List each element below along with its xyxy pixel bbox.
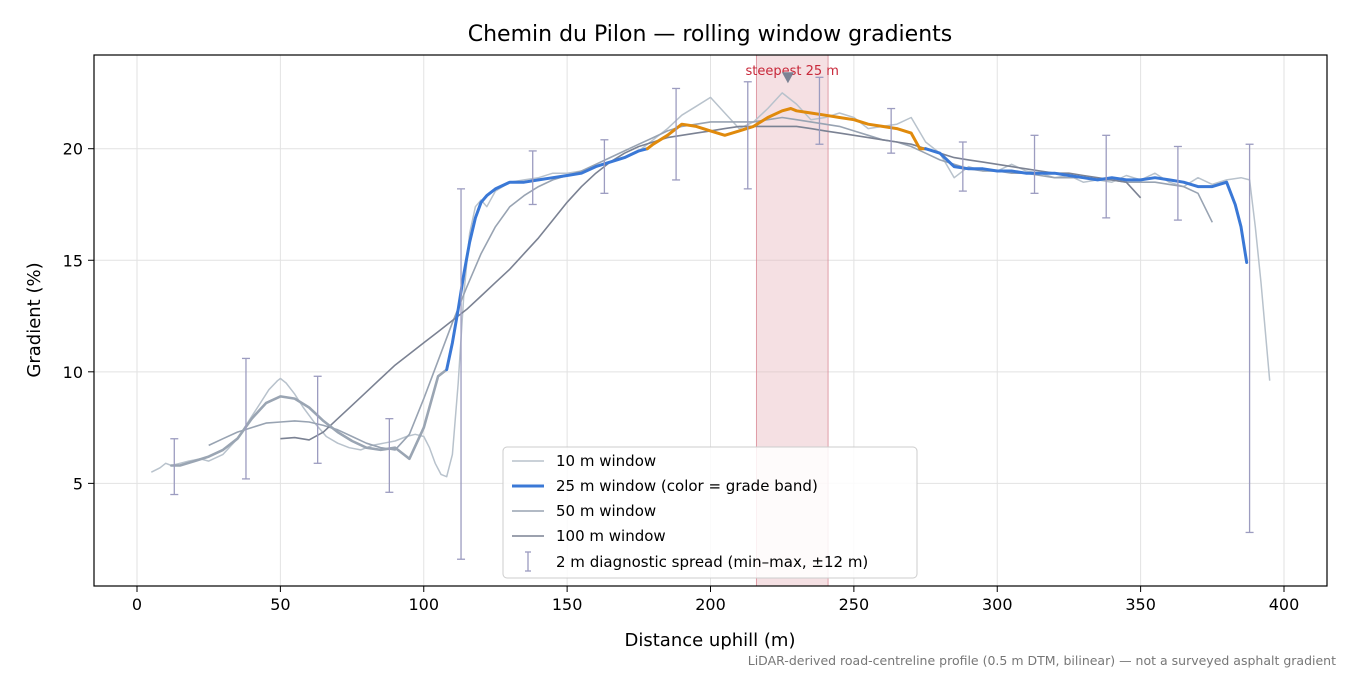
- y-tick-label: 10: [63, 363, 83, 382]
- y-axis-label: Gradient (%): [24, 262, 45, 377]
- legend-label-50m: 50 m window: [556, 502, 656, 520]
- steepest-label: steepest 25 m: [745, 64, 838, 79]
- errorbar: [313, 375, 322, 464]
- errorbar: [958, 141, 967, 192]
- x-tick-label: 400: [1269, 595, 1300, 614]
- x-tick-label: 50: [270, 595, 290, 614]
- errorbar: [1173, 145, 1182, 221]
- errorbar: [528, 150, 537, 206]
- errorbar: [815, 76, 824, 145]
- y-tick-label: 5: [73, 474, 83, 493]
- errorbar: [672, 87, 681, 181]
- x-tick-label: 200: [695, 595, 726, 614]
- y-tick-label: 15: [63, 251, 83, 270]
- x-tick-label: 100: [408, 595, 439, 614]
- footnote: LiDAR-derived road-centreline profile (0…: [748, 653, 1336, 668]
- x-tick-label: 0: [132, 595, 142, 614]
- errorbar: [743, 81, 752, 190]
- series-layer: [150, 92, 1271, 478]
- series-25m-segment: [645, 107, 928, 151]
- steepest-marker: [781, 72, 794, 84]
- errorbar-layer: [170, 76, 1254, 560]
- errorbar: [1102, 134, 1111, 219]
- series-50m-line: [208, 116, 1214, 451]
- y-tick-label: 20: [63, 140, 83, 159]
- legend: 10 m window 25 m window (color = grade b…: [502, 446, 918, 579]
- series-25m-segment: [924, 147, 1249, 264]
- legend-box: [502, 446, 918, 579]
- legend-label-errorbar: 2 m diagnostic spread (min–max, ±12 m): [556, 553, 868, 571]
- x-tick-label: 150: [552, 595, 583, 614]
- series-25m-segment: [445, 147, 649, 372]
- legend-label-100m: 100 m window: [556, 527, 666, 545]
- legend-label-25m: 25 m window (color = grade band): [556, 477, 818, 495]
- errorbar: [887, 107, 896, 154]
- errorbar: [600, 139, 609, 194]
- errorbar: [241, 357, 250, 480]
- errorbar: [457, 188, 466, 560]
- errorbar: [1030, 134, 1039, 194]
- series-25m-segment: [170, 368, 448, 467]
- x-tick-label: 300: [982, 595, 1013, 614]
- legend-swatch-errorbar: [525, 551, 531, 572]
- errorbar: [1245, 143, 1254, 534]
- chart-title: Chemin du Pilon — rolling window gradien…: [468, 22, 952, 47]
- errorbar: [170, 438, 179, 496]
- x-axis-label: Distance uphill (m): [625, 630, 796, 651]
- axis-ticks: 0 50 100 150 200 250 300 350 400 5 10 15 20: [63, 140, 1300, 614]
- legend-label-10m: 10 m window: [556, 452, 656, 470]
- x-tick-label: 350: [1125, 595, 1156, 614]
- x-tick-label: 250: [839, 595, 870, 614]
- errorbar: [385, 418, 394, 493]
